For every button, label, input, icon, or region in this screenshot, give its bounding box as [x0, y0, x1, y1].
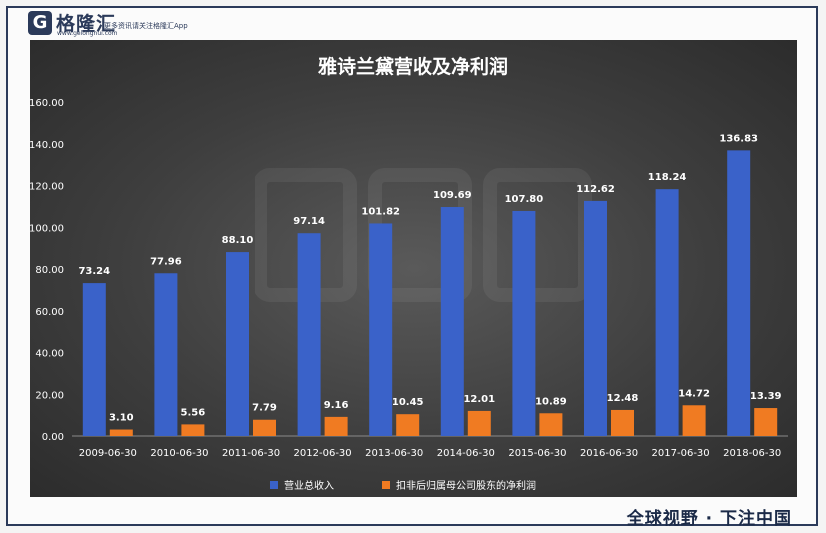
revenue-data-label: 101.82	[361, 206, 400, 217]
net-profit-bar	[253, 419, 276, 436]
net-profit-bar	[611, 409, 634, 436]
net-profit-data-label: 10.45	[392, 397, 424, 408]
revenue-data-label: 112.62	[576, 184, 615, 195]
x-tick-label: 2015-06-30	[508, 448, 566, 459]
revenue-data-label: 136.83	[719, 133, 758, 144]
revenue-bar	[82, 283, 106, 436]
revenue-data-label: 118.24	[648, 172, 687, 183]
x-tick-label: 2018-06-30	[723, 448, 781, 459]
y-tick-label: 140.00	[29, 140, 64, 151]
x-tick-label: 2010-06-30	[150, 448, 208, 459]
revenue-data-label: 73.24	[78, 266, 110, 277]
net-profit-data-label: 12.01	[463, 394, 495, 405]
brand-tagline: 更多资讯请关注格隆汇App	[104, 22, 188, 30]
revenue-data-label: 107.80	[505, 194, 544, 205]
revenue-bar	[440, 207, 464, 436]
x-tick-label: 2017-06-30	[652, 448, 710, 459]
net-profit-bar	[682, 405, 706, 436]
y-tick-label: 80.00	[35, 265, 64, 276]
y-tick-label: 20.00	[35, 390, 64, 401]
revenue-data-label: 109.69	[433, 190, 472, 201]
net-profit-bar	[181, 424, 205, 436]
net-profit-data-label: 3.10	[109, 413, 134, 424]
x-tick-label: 2016-06-30	[580, 448, 638, 459]
legend-swatch-revenue	[270, 481, 278, 489]
revenue-bar	[297, 233, 321, 436]
x-tick-label: 2013-06-30	[365, 448, 423, 459]
net-profit-data-label: 12.48	[607, 393, 639, 404]
revenue-bar	[584, 200, 607, 436]
revenue-bar	[369, 223, 393, 436]
net-profit-data-label: 9.16	[324, 400, 349, 411]
brand-name: 格隆汇	[56, 13, 117, 35]
net-profit-bar	[109, 429, 133, 436]
y-tick-label: 160.00	[29, 98, 64, 109]
y-tick-label: 40.00	[35, 349, 64, 360]
x-tick-label: 2011-06-30	[222, 448, 280, 459]
net-profit-data-label: 14.72	[678, 388, 710, 399]
legend-label-revenue: 营业总收入	[284, 479, 334, 492]
revenue-data-label: 97.14	[293, 216, 325, 227]
net-profit-bar	[467, 410, 491, 436]
y-tick-label: 0.00	[42, 432, 64, 443]
brand-logo-icon: G	[28, 11, 52, 35]
net-profit-bar	[754, 408, 778, 436]
revenue-bar	[154, 273, 178, 436]
net-profit-bar	[539, 413, 563, 436]
chart-title: 雅诗兰黛营收及净利润	[318, 55, 508, 78]
legend-label-net-profit: 扣非后归属母公司股东的净利润	[396, 479, 536, 492]
net-profit-bar	[396, 414, 420, 436]
brand-url: www.gelonghui.com	[57, 30, 118, 37]
x-tick-label: 2009-06-30	[79, 448, 137, 459]
net-profit-data-label: 10.89	[535, 396, 567, 407]
net-profit-bar	[324, 416, 348, 436]
revenue-bar	[226, 252, 249, 436]
net-profit-data-label: 5.56	[181, 407, 206, 418]
y-tick-label: 120.00	[29, 182, 64, 193]
y-tick-label: 60.00	[35, 307, 64, 318]
legend-swatch-net-profit	[382, 481, 390, 489]
revenue-bar	[727, 150, 751, 436]
net-profit-data-label: 7.79	[252, 403, 277, 414]
revenue-data-label: 77.96	[150, 256, 182, 267]
revenue-data-label: 88.10	[222, 235, 254, 246]
x-tick-label: 2012-06-30	[294, 448, 352, 459]
y-tick-label: 100.00	[29, 223, 64, 234]
brand-slogan: 全球视野 · 下注中国	[626, 509, 792, 529]
x-tick-label: 2014-06-30	[437, 448, 495, 459]
revenue-bar	[512, 210, 536, 436]
revenue-bar	[655, 189, 679, 436]
net-profit-data-label: 13.39	[750, 391, 782, 402]
